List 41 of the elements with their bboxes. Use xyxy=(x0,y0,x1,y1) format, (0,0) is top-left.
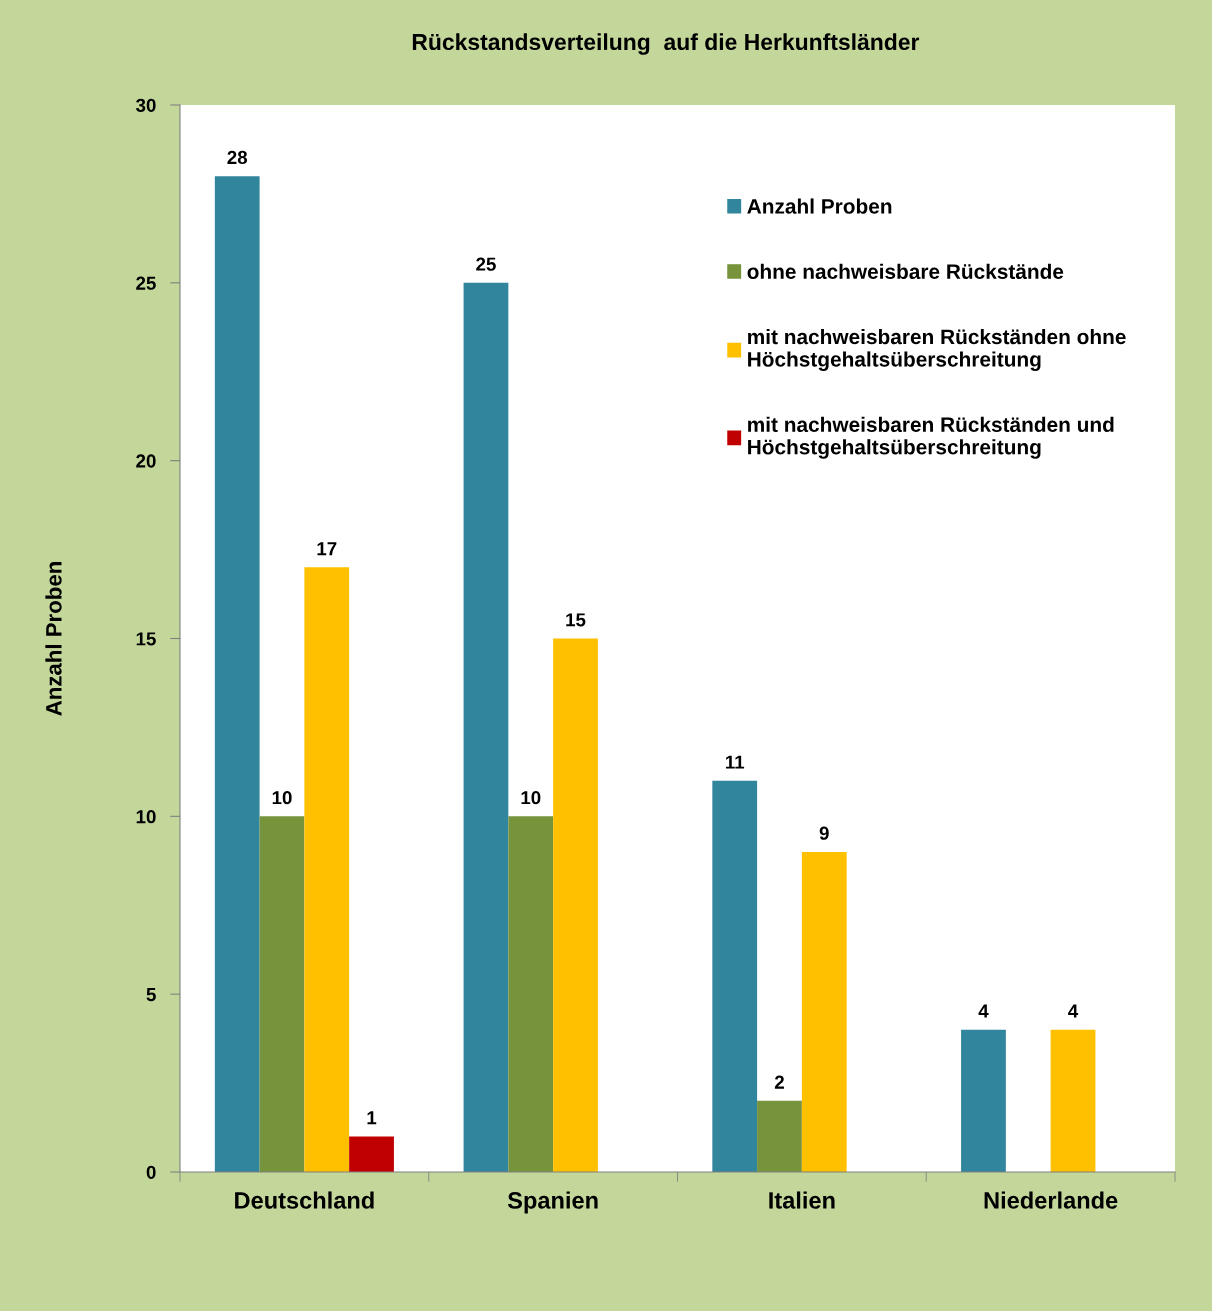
x-tick-label: Niederlande xyxy=(984,1191,1118,1209)
y-tick-label: 30 xyxy=(135,98,156,112)
legend-label: mit nachweisbaren Rückständen und Höchstgehaltsüberschreitung xyxy=(748,416,1114,459)
data-label: 11 xyxy=(725,755,745,769)
data-label: 10 xyxy=(272,791,292,805)
bar xyxy=(214,176,260,1172)
bar xyxy=(304,567,350,1172)
legend-label: mit nachweisbaren Rückständen ohne Höchstgehaltsüberschreitung xyxy=(748,328,1126,371)
data-label: 17 xyxy=(317,542,337,556)
data-label: 4 xyxy=(978,1004,989,1018)
y-tick-label: 20 xyxy=(136,454,156,468)
y-axis-title: Anzahl Proben xyxy=(45,562,62,716)
y-tick-label: 5 xyxy=(146,988,156,1002)
data-label: 9 xyxy=(819,826,829,840)
legend-label: Anzahl Proben xyxy=(747,198,892,214)
data-label: 10 xyxy=(521,791,541,805)
bar xyxy=(961,1029,1006,1172)
bar xyxy=(259,816,305,1172)
data-label: 15 xyxy=(566,613,586,627)
y-tick-label: 15 xyxy=(136,632,156,646)
bar xyxy=(801,851,847,1172)
x-tick-label: Italien xyxy=(769,1191,835,1209)
bar xyxy=(508,816,554,1172)
x-tick-label: Spanien xyxy=(507,1191,598,1214)
bar xyxy=(553,638,598,1172)
data-label: 25 xyxy=(476,257,496,271)
bar xyxy=(1050,1029,1096,1172)
data-label: 4 xyxy=(1068,1004,1079,1018)
y-tick-label: 25 xyxy=(136,276,156,290)
data-label: 2 xyxy=(774,1075,784,1089)
bar xyxy=(757,1100,802,1172)
data-label: 1 xyxy=(367,1111,377,1125)
bar xyxy=(712,780,758,1172)
bar xyxy=(463,282,509,1172)
bar xyxy=(349,1136,394,1172)
chart-title: Rückstandsverteilung auf die Herkunftsländer xyxy=(412,33,920,55)
y-tick-label: 10 xyxy=(136,810,156,824)
x-tick-label: Deutschland xyxy=(235,1191,374,1209)
legend-label: ohne nachweisbare Rückstände xyxy=(747,263,1064,279)
data-label: 28 xyxy=(227,150,248,165)
y-tick-label: 0 xyxy=(146,1165,156,1179)
